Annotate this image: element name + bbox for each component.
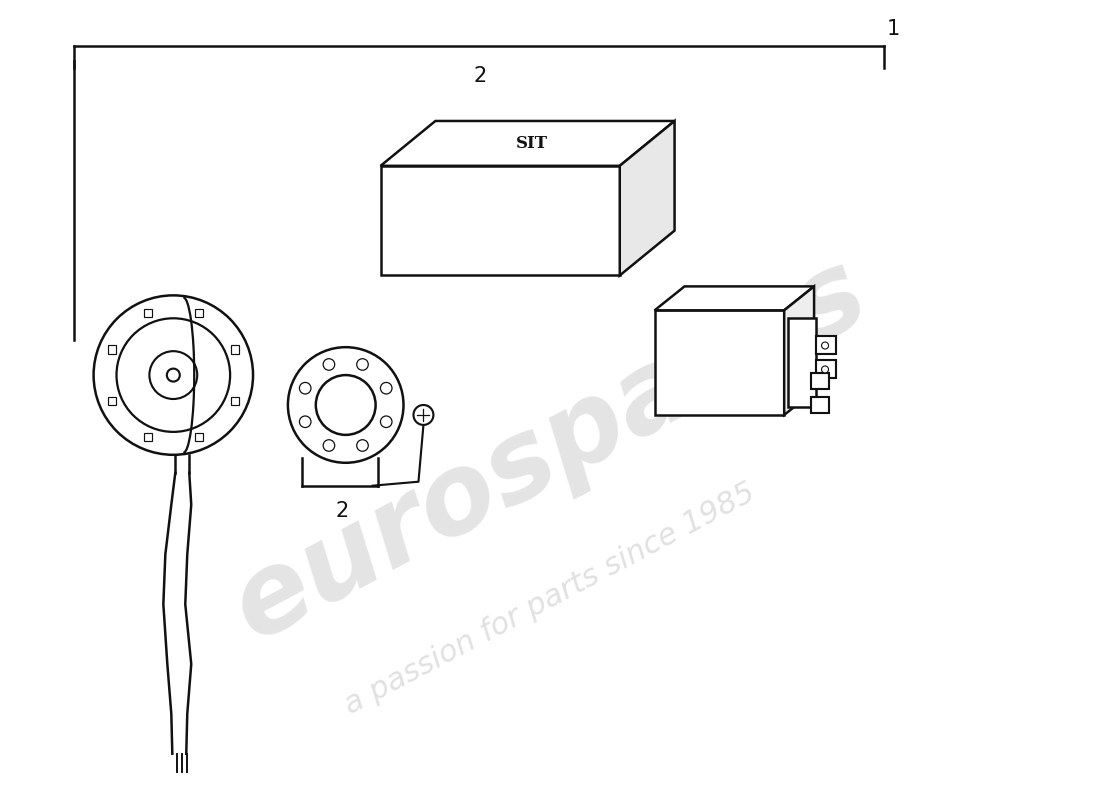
- FancyBboxPatch shape: [144, 310, 152, 318]
- FancyBboxPatch shape: [195, 433, 202, 441]
- Circle shape: [356, 358, 369, 370]
- FancyBboxPatch shape: [231, 397, 239, 405]
- FancyBboxPatch shape: [231, 346, 239, 354]
- Text: 2: 2: [474, 66, 487, 86]
- FancyBboxPatch shape: [144, 433, 152, 441]
- Circle shape: [381, 382, 392, 394]
- Bar: [811, 374, 828, 389]
- Polygon shape: [619, 121, 674, 275]
- Circle shape: [381, 416, 392, 427]
- FancyBboxPatch shape: [195, 310, 202, 318]
- Bar: [381, 166, 619, 275]
- Circle shape: [94, 295, 253, 455]
- Circle shape: [323, 440, 334, 451]
- Circle shape: [414, 405, 433, 425]
- Circle shape: [299, 416, 311, 427]
- Circle shape: [323, 358, 334, 370]
- Polygon shape: [654, 286, 814, 310]
- Polygon shape: [784, 286, 814, 415]
- Text: eurospares: eurospares: [214, 238, 886, 662]
- Polygon shape: [381, 121, 674, 166]
- Bar: [789, 318, 816, 407]
- Circle shape: [167, 369, 179, 382]
- Bar: [654, 310, 784, 415]
- FancyBboxPatch shape: [108, 346, 115, 354]
- Circle shape: [316, 375, 375, 435]
- Text: a passion for parts since 1985: a passion for parts since 1985: [340, 478, 760, 720]
- Bar: [811, 398, 828, 413]
- Bar: [816, 359, 836, 378]
- Circle shape: [150, 351, 197, 399]
- Text: 1: 1: [888, 19, 901, 39]
- Circle shape: [299, 382, 311, 394]
- Circle shape: [822, 366, 828, 373]
- Circle shape: [822, 342, 828, 349]
- Bar: [816, 336, 836, 354]
- Text: 2: 2: [336, 501, 349, 521]
- Circle shape: [117, 318, 230, 432]
- Text: SIT: SIT: [516, 135, 549, 152]
- Circle shape: [356, 440, 369, 451]
- FancyBboxPatch shape: [108, 397, 115, 405]
- Circle shape: [288, 347, 404, 462]
